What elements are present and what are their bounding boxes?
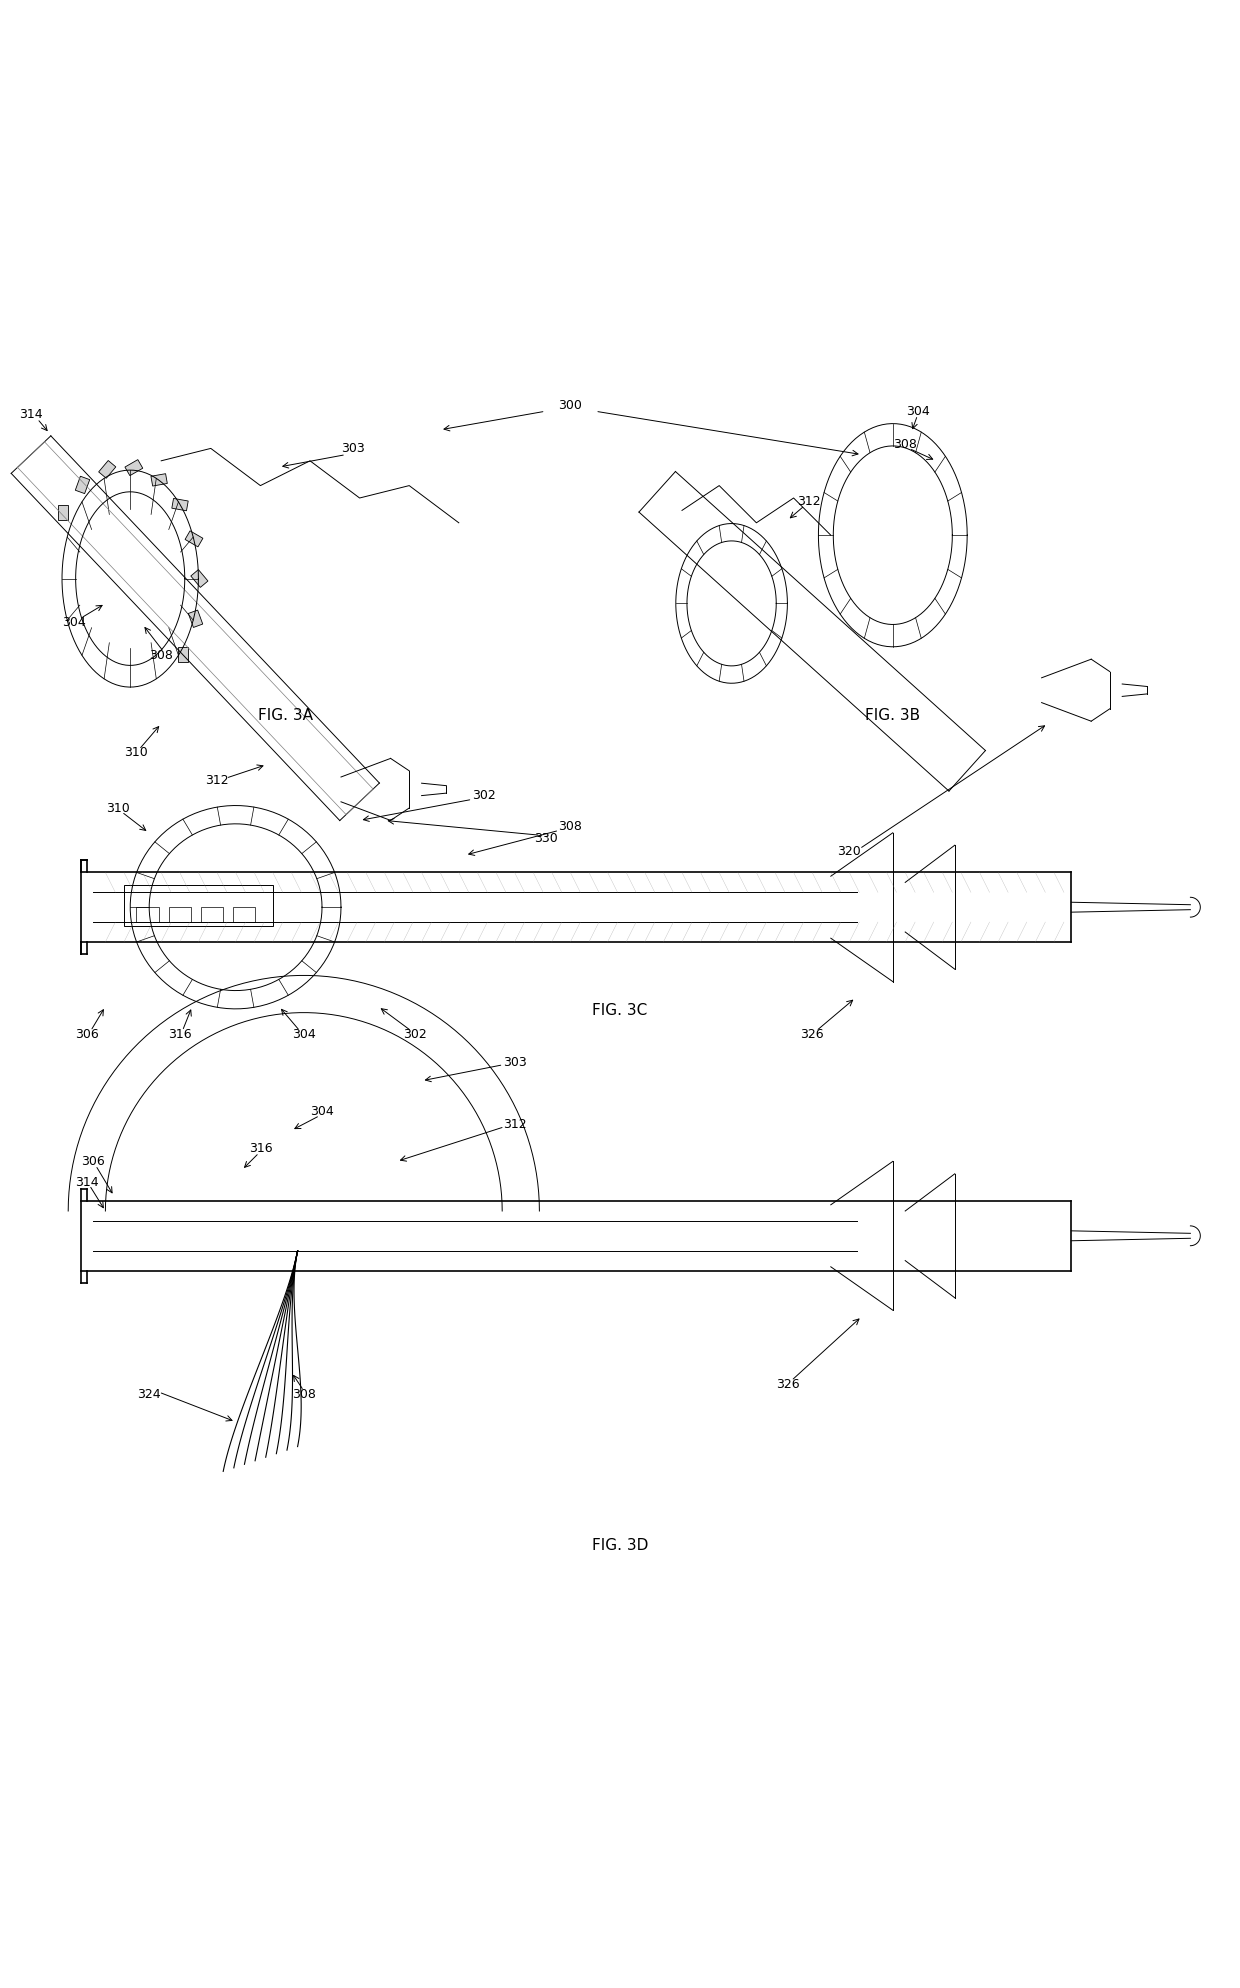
Text: 312: 312 (796, 495, 821, 509)
Bar (136, 907, 159, 922)
Text: 316: 316 (167, 1028, 192, 1042)
Text: 304: 304 (62, 616, 87, 628)
Text: 324: 324 (136, 1388, 161, 1402)
Text: 326: 326 (800, 1028, 825, 1042)
Text: 308: 308 (558, 821, 583, 833)
Bar (191, 571, 208, 586)
Text: 310: 310 (124, 746, 149, 759)
Bar (185, 531, 203, 547)
Bar (151, 473, 167, 485)
Text: 304: 304 (291, 1028, 316, 1042)
Text: 300: 300 (558, 398, 583, 412)
Text: 308: 308 (291, 1388, 316, 1402)
Text: FIG. 3B: FIG. 3B (866, 708, 920, 722)
Text: 310: 310 (105, 801, 130, 815)
Text: FIG. 3A: FIG. 3A (258, 708, 312, 722)
Text: 312: 312 (502, 1117, 527, 1131)
Text: 303: 303 (502, 1056, 527, 1070)
Text: 306: 306 (81, 1155, 105, 1167)
Text: 314: 314 (19, 408, 43, 421)
Text: 312: 312 (205, 773, 229, 787)
Text: FIG. 3C: FIG. 3C (593, 1002, 647, 1018)
Text: 330: 330 (533, 833, 558, 845)
Text: 320: 320 (837, 845, 862, 859)
Text: 326: 326 (775, 1378, 800, 1392)
Text: 316: 316 (248, 1143, 273, 1155)
Text: 303: 303 (341, 441, 366, 455)
Bar (169, 907, 191, 922)
Text: 308: 308 (149, 648, 174, 662)
Bar (124, 885, 273, 926)
Text: 308: 308 (893, 437, 918, 451)
Text: 304: 304 (905, 406, 930, 417)
Text: 302: 302 (403, 1028, 428, 1042)
Text: FIG. 3D: FIG. 3D (591, 1539, 649, 1553)
Bar (99, 461, 115, 479)
Bar (201, 907, 223, 922)
Bar (188, 610, 202, 628)
Bar (76, 477, 89, 493)
Text: 314: 314 (74, 1177, 99, 1189)
Bar (58, 505, 68, 519)
Bar (172, 499, 188, 511)
Text: 306: 306 (74, 1028, 99, 1042)
Bar (125, 459, 143, 475)
Text: 302: 302 (471, 789, 496, 801)
Bar (177, 648, 187, 662)
Bar (233, 907, 255, 922)
Text: 304: 304 (310, 1105, 335, 1119)
